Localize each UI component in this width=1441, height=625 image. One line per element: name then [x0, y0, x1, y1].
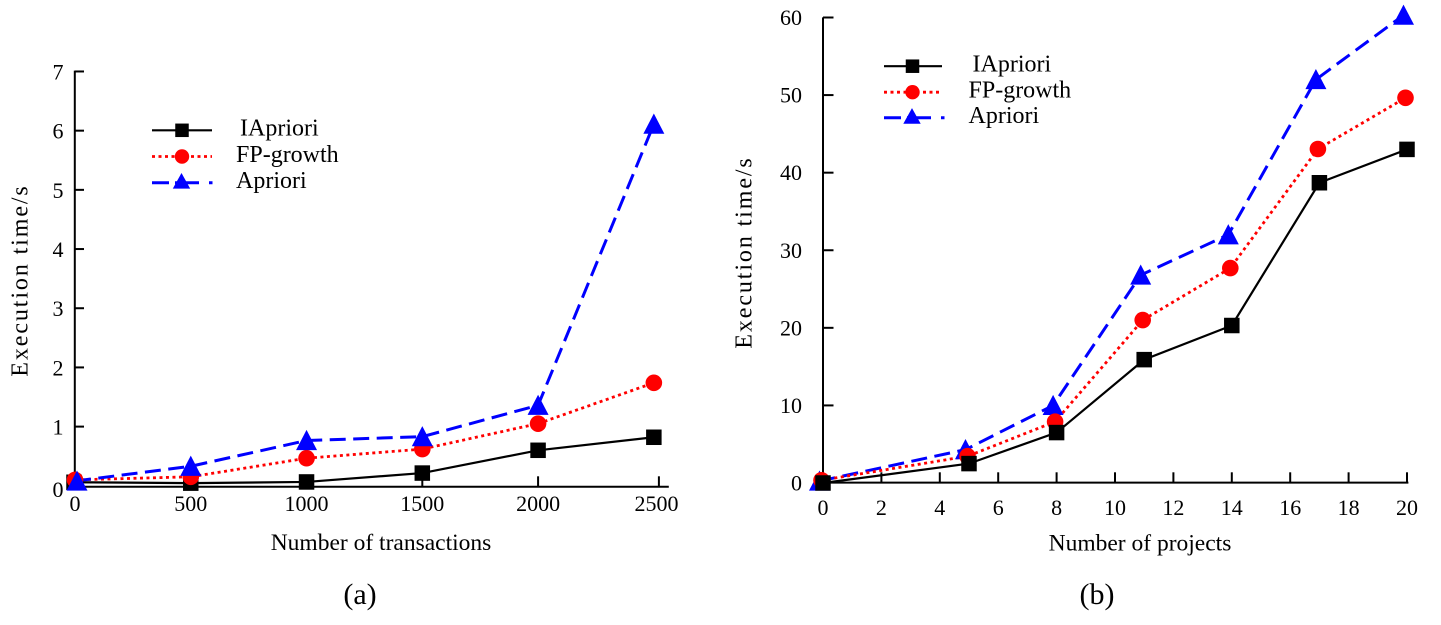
- svg-text:4: 4: [53, 237, 64, 262]
- svg-text:2: 2: [876, 495, 887, 520]
- svg-text:Apriori: Apriori: [969, 103, 1040, 129]
- svg-text:1500: 1500: [400, 491, 444, 516]
- svg-text:6: 6: [993, 495, 1004, 520]
- svg-text:2000: 2000: [516, 491, 560, 516]
- svg-text:1: 1: [53, 415, 64, 440]
- svg-text:10: 10: [1104, 495, 1126, 520]
- svg-text:Apriori: Apriori: [236, 168, 307, 194]
- svg-text:4: 4: [934, 495, 945, 520]
- svg-text:18: 18: [1338, 495, 1360, 520]
- svg-text:1000: 1000: [285, 491, 329, 516]
- svg-text:6: 6: [53, 119, 64, 144]
- svg-text:20: 20: [1396, 495, 1418, 520]
- svg-text:0: 0: [818, 495, 829, 520]
- svg-text:0: 0: [53, 477, 64, 502]
- svg-text:40: 40: [780, 160, 802, 185]
- svg-text:Execution time/s: Execution time/s: [8, 184, 34, 376]
- svg-text:Number of transactions: Number of transactions: [271, 530, 492, 556]
- svg-text:(a): (a): [343, 578, 376, 611]
- svg-text:20: 20: [780, 315, 802, 340]
- svg-text:2: 2: [53, 355, 64, 380]
- svg-text:10: 10: [780, 393, 802, 418]
- svg-text:50: 50: [780, 83, 802, 108]
- svg-text:12: 12: [1162, 495, 1184, 520]
- svg-text:0: 0: [70, 491, 81, 516]
- svg-text:FP-growth: FP-growth: [969, 78, 1072, 104]
- svg-text:IApriori: IApriori: [973, 52, 1052, 78]
- svg-text:IApriori: IApriori: [240, 116, 319, 142]
- svg-text:30: 30: [780, 238, 802, 263]
- svg-text:(b): (b): [1080, 578, 1115, 611]
- svg-text:2500: 2500: [635, 491, 679, 516]
- svg-text:0: 0: [791, 471, 802, 496]
- svg-text:7: 7: [53, 59, 64, 84]
- svg-text:3: 3: [53, 296, 64, 321]
- svg-text:Number of projects: Number of projects: [1049, 531, 1232, 557]
- svg-text:8: 8: [1051, 495, 1062, 520]
- svg-text:5: 5: [53, 178, 64, 203]
- svg-text:Execution time/s: Execution time/s: [732, 156, 758, 348]
- svg-text:16: 16: [1279, 495, 1301, 520]
- svg-text:14: 14: [1221, 495, 1243, 520]
- svg-text:500: 500: [174, 491, 207, 516]
- svg-text:FP-growth: FP-growth: [236, 142, 339, 168]
- svg-text:60: 60: [780, 5, 802, 30]
